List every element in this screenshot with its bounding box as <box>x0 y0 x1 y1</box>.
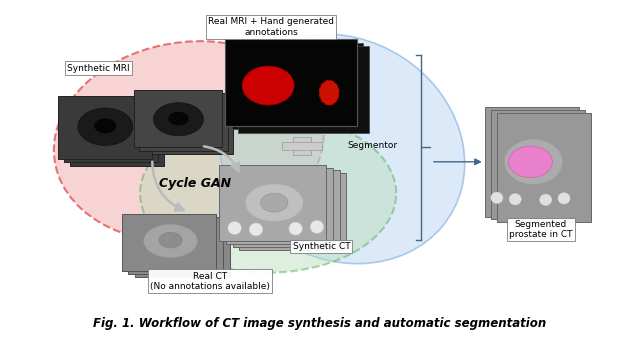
Ellipse shape <box>504 139 563 184</box>
FancyBboxPatch shape <box>220 165 326 241</box>
Ellipse shape <box>509 193 522 205</box>
FancyBboxPatch shape <box>58 95 152 159</box>
Ellipse shape <box>319 81 339 105</box>
FancyBboxPatch shape <box>491 110 586 219</box>
Text: Segmentor: Segmentor <box>348 140 397 150</box>
FancyBboxPatch shape <box>232 43 363 129</box>
Ellipse shape <box>140 114 396 273</box>
Ellipse shape <box>159 232 182 248</box>
Text: Cycle GAN: Cycle GAN <box>159 177 231 190</box>
FancyBboxPatch shape <box>134 90 223 147</box>
Text: Synthetic MRI: Synthetic MRI <box>67 64 129 73</box>
Ellipse shape <box>218 34 465 264</box>
FancyBboxPatch shape <box>135 219 230 277</box>
Ellipse shape <box>154 103 204 136</box>
FancyArrowPatch shape <box>152 162 184 211</box>
FancyBboxPatch shape <box>70 102 164 166</box>
Ellipse shape <box>95 119 116 133</box>
Text: Real CT
(No annotations available): Real CT (No annotations available) <box>150 272 270 291</box>
FancyBboxPatch shape <box>122 214 216 271</box>
FancyBboxPatch shape <box>233 171 340 247</box>
Ellipse shape <box>54 41 324 242</box>
Ellipse shape <box>144 224 197 257</box>
FancyBboxPatch shape <box>292 136 311 155</box>
FancyBboxPatch shape <box>282 142 321 150</box>
FancyBboxPatch shape <box>484 107 579 216</box>
Ellipse shape <box>228 221 241 234</box>
FancyBboxPatch shape <box>145 96 234 154</box>
Ellipse shape <box>540 194 552 205</box>
Ellipse shape <box>509 146 552 178</box>
Ellipse shape <box>491 192 503 204</box>
Ellipse shape <box>310 220 324 233</box>
FancyBboxPatch shape <box>64 99 158 162</box>
Ellipse shape <box>249 223 262 236</box>
FancyArrowPatch shape <box>204 146 239 171</box>
Ellipse shape <box>169 112 188 125</box>
FancyBboxPatch shape <box>497 113 591 222</box>
FancyBboxPatch shape <box>237 46 369 133</box>
Ellipse shape <box>242 66 294 105</box>
FancyBboxPatch shape <box>140 93 228 151</box>
Text: Fig. 1. Workflow of CT image synthesis and automatic segmentation: Fig. 1. Workflow of CT image synthesis a… <box>93 317 547 330</box>
FancyBboxPatch shape <box>129 216 223 274</box>
Text: Real MRI + Hand generated
annotations: Real MRI + Hand generated annotations <box>208 17 334 37</box>
Ellipse shape <box>260 193 288 212</box>
Ellipse shape <box>78 108 132 146</box>
Ellipse shape <box>558 193 570 204</box>
FancyBboxPatch shape <box>239 173 346 250</box>
Text: Synthetic CT: Synthetic CT <box>292 242 350 251</box>
Ellipse shape <box>245 184 303 221</box>
FancyBboxPatch shape <box>225 40 356 126</box>
Text: Segmented
prostate in CT: Segmented prostate in CT <box>509 220 573 239</box>
Ellipse shape <box>289 222 302 235</box>
FancyBboxPatch shape <box>226 168 333 244</box>
